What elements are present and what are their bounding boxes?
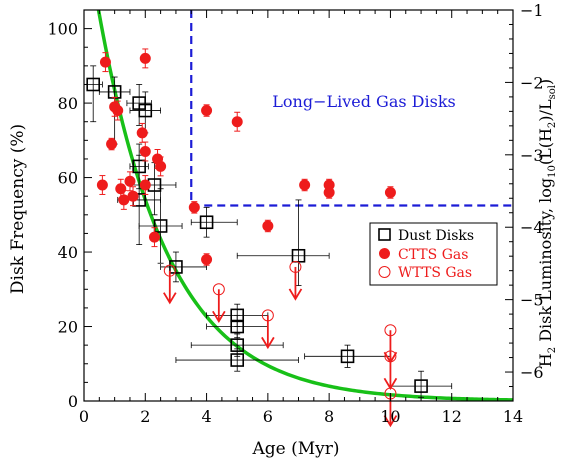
ctts-gas-point: [231, 116, 243, 128]
x-tick-label: 2: [140, 407, 150, 426]
ctts-gas-point: [201, 253, 213, 265]
annotation-long-lived-gas-disks: Long−Lived Gas Disks: [272, 92, 455, 111]
y2-label-log-sub: 10: [547, 165, 558, 178]
y-tick-label: 60: [58, 169, 78, 188]
y2-tick-label: −2: [520, 73, 544, 92]
ctts-gas-point: [99, 56, 111, 68]
ctts-gas-point: [127, 190, 139, 202]
x-tick-label: 12: [442, 407, 462, 426]
long-lived-region-layer: [190, 10, 513, 207]
y2-label-h-sub: 2: [547, 122, 558, 128]
dust-disk-point: [340, 349, 355, 364]
x-tick-label: 10: [380, 407, 400, 426]
ctts-gas-point: [201, 105, 213, 117]
fit-curve: [96, 10, 513, 401]
y2-tick-label: −5: [520, 291, 544, 310]
ctts-gas-point: [188, 201, 200, 213]
dust-disk-point: [169, 260, 183, 274]
ctts-gas-point: [139, 179, 151, 191]
ctts-gas-point: [118, 194, 130, 206]
y-tick-label: 100: [47, 20, 78, 39]
upper-limit-arrow-head: [288, 288, 303, 301]
fit-curve-layer: [96, 10, 513, 401]
y2-label-open: (L(H: [536, 128, 555, 165]
y2-tick-label: −3: [520, 146, 544, 165]
y2-tick-label: −6: [520, 363, 544, 382]
dust-disk-point: [230, 353, 245, 367]
legend-ctts-label: CTTS Gas: [398, 247, 468, 263]
legend: Dust Disks CTTS Gas WTTS Gas: [369, 222, 498, 286]
dust-disk-point: [153, 219, 168, 233]
x-tick-label: 4: [201, 407, 211, 426]
y-tick-label: 40: [58, 243, 78, 262]
y-tick-label: 20: [58, 318, 78, 337]
ctts-gas-point: [155, 160, 167, 172]
dust-disk-point: [414, 379, 428, 393]
legend-dust-marker: [378, 228, 391, 241]
ctts-gas-point: [139, 52, 151, 64]
x-tick-label: 8: [324, 407, 334, 426]
dust-disk-point: [291, 248, 306, 263]
upper-limit-arrow-head: [383, 415, 398, 428]
ctts-gas-point: [299, 179, 311, 191]
x-axis-label: Age (Myr): [251, 439, 339, 459]
legend-dust-label: Dust Disks: [398, 228, 474, 244]
upper-limit-arrow-head: [163, 292, 177, 305]
ctts-gas-point: [124, 175, 136, 187]
legend-wtts-marker: [378, 266, 391, 278]
ctts-gas-point: [148, 231, 160, 243]
y2-label-lead-sub: 2: [547, 347, 558, 353]
y2-label-sol-sub: sol: [547, 85, 558, 99]
y2-axis-label: H2 Disk Luminosity, log10(L(H2)/Lsol): [536, 79, 558, 367]
axes-layer: 0 2 4 6 8 10 12 14 0 20 40 60 80 100 −6 −5 −4 −3 −2 −1: [47, 1, 543, 426]
upper-limit-arrow-head: [212, 310, 226, 324]
legend-wtts-label: WTTS Gas: [398, 265, 472, 281]
dust-disk-point: [199, 215, 214, 230]
dust-disk-point: [230, 319, 245, 334]
y2-tick-label: −1: [520, 1, 544, 20]
upper-limit-arrow-head: [261, 336, 275, 350]
y2-label-close: )/L: [536, 99, 555, 122]
x-tick-label: 6: [263, 407, 273, 426]
y2-tick-label: −4: [520, 218, 544, 237]
y2-label-lead: H: [536, 353, 555, 367]
legend-box: [369, 222, 498, 286]
legend-ctts-marker: [379, 248, 390, 259]
x-tick-label: 14: [503, 407, 523, 426]
ctts-gas-point: [139, 146, 151, 158]
ctts-gas-point: [136, 127, 148, 139]
y-tick-label: 0: [68, 392, 78, 411]
x-tick-label: 0: [79, 407, 89, 426]
y-axis-label: Disk Frequency (%): [8, 124, 28, 294]
ctts-gas-point: [106, 138, 118, 150]
dust-disk-point: [138, 103, 153, 118]
ctts-gas-point: [96, 179, 108, 191]
data-marks-layer: [83, 48, 453, 428]
ctts-gas-point: [112, 105, 124, 117]
y2-label-mid: Disk Luminosity, log: [536, 178, 555, 347]
ctts-gas-point: [384, 186, 396, 198]
y-tick-label: 80: [58, 94, 78, 113]
ctts-gas-point: [115, 183, 127, 195]
y2-label-end: ): [536, 79, 555, 85]
ctts-gas-point: [262, 220, 274, 232]
ctts-gas-point: [323, 186, 335, 198]
